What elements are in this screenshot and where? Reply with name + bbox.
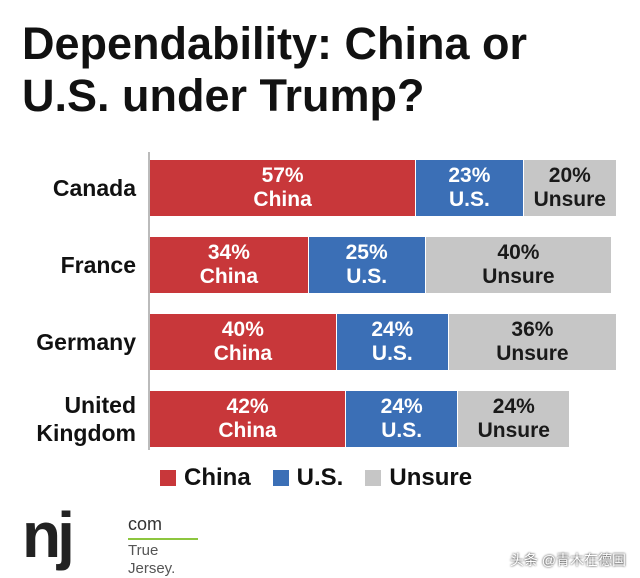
bar-segment: 34% China — [150, 237, 309, 293]
segment-label: Unsure — [482, 265, 555, 288]
category-label: United Kingdom — [36, 392, 136, 446]
bar-segment: 23% U.S. — [416, 160, 524, 216]
legend-label: China — [184, 464, 251, 491]
legend-item: Unsure — [365, 464, 472, 492]
value-label: 42% — [226, 395, 269, 418]
segment-label: Unsure — [496, 342, 569, 365]
segment-label: China — [199, 265, 259, 288]
value-label: 23% — [448, 164, 491, 187]
value-label: 20% — [548, 164, 591, 187]
legend: China U.S. Unsure — [160, 464, 472, 492]
bar-segment: 25% U.S. — [308, 237, 426, 293]
legend-item: U.S. — [272, 464, 344, 492]
chart-title: Dependability: China or U.S. under Trump… — [22, 18, 528, 121]
logo-mark: nj — [22, 499, 75, 571]
segment-label: U.S. — [448, 188, 490, 211]
bar-segment: 42% China — [150, 391, 347, 447]
legend-label: U.S. — [296, 464, 344, 491]
segment-label: Unsure — [533, 188, 606, 211]
bar-segment: 40% Unsure — [425, 237, 613, 293]
logo-domain: com — [128, 514, 163, 534]
logo-tagline: True Jersey. — [128, 538, 198, 578]
segment-label: U.S. — [371, 342, 413, 365]
segment-label: U.S. — [346, 265, 388, 288]
value-label: 40% — [497, 241, 540, 264]
axis-line — [148, 152, 150, 450]
value-label: 24% — [492, 395, 535, 418]
bar-segment: 36% Unsure — [448, 314, 617, 370]
category-label: Canada — [52, 175, 136, 201]
value-label: 57% — [261, 164, 304, 187]
logo: nj com True Jersey. — [22, 499, 202, 577]
value-label: 36% — [511, 318, 554, 341]
category-label: Germany — [36, 329, 136, 355]
watermark: 头条 @青木在德国 — [509, 552, 626, 568]
segment-label: U.S. — [381, 419, 423, 442]
bar-segment: 24% U.S. — [346, 391, 459, 447]
bar-segment: 57% China — [150, 160, 417, 216]
bar-segment: 24% U.S. — [336, 314, 449, 370]
legend-label: Unsure — [389, 464, 473, 491]
segment-label: China — [213, 342, 273, 365]
legend-swatch — [160, 470, 176, 486]
bar-segment: 24% Unsure — [458, 391, 571, 447]
value-label: 24% — [380, 395, 423, 418]
legend-swatch — [272, 470, 289, 486]
bar-segment: 20% Unsure — [523, 160, 617, 216]
segment-label: China — [218, 419, 277, 442]
legend-item: China — [160, 464, 251, 492]
category-label: France — [60, 252, 136, 278]
segment-label: China — [253, 188, 312, 211]
value-label: 34% — [207, 241, 250, 264]
value-label: 25% — [345, 241, 388, 264]
value-label: 24% — [371, 318, 414, 341]
segment-label: Unsure — [477, 419, 550, 442]
bar-segment: 40% China — [150, 314, 337, 370]
value-label: 40% — [221, 318, 264, 341]
legend-swatch — [365, 470, 382, 486]
